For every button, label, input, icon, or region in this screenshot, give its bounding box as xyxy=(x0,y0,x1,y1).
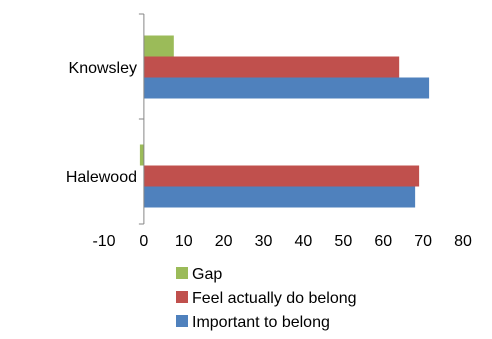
category-label-knowsley: Knowsley xyxy=(69,60,137,77)
bar-halewood-gap xyxy=(139,144,144,166)
x-tick-label: 10 xyxy=(175,233,193,250)
bar-knowsley-gap xyxy=(143,35,174,57)
legend-swatch-important-to-belong xyxy=(176,315,188,327)
legend-swatch-gap xyxy=(176,267,188,279)
x-tick-label: 80 xyxy=(454,233,472,250)
bar-knowsley-important-to-belong xyxy=(143,77,430,99)
legend-label-feel-actually-do-belong: Feel actually do belong xyxy=(192,290,357,307)
x-tick-label: 20 xyxy=(215,233,233,250)
legend: Gap Feel actually do belong Important to b… xyxy=(176,266,357,331)
category-label-halewood: Halewood xyxy=(66,169,137,186)
category-labels: Halewood Knowsley xyxy=(66,60,137,186)
x-tick-label: 40 xyxy=(295,233,313,250)
x-tick-label: 70 xyxy=(414,233,432,250)
axis-ticks-group xyxy=(138,13,144,225)
legend-label-important-to-belong: Important to belong xyxy=(192,314,330,331)
x-tick-label: 60 xyxy=(374,233,392,250)
x-tick-labels: -10 0 10 20 30 40 50 60 70 80 xyxy=(92,233,472,250)
x-tick-label: 30 xyxy=(255,233,273,250)
bars-group xyxy=(139,35,430,208)
x-tick-label: 0 xyxy=(139,233,148,250)
x-tick-label: 50 xyxy=(334,233,352,250)
legend-swatch-feel-actually-do-belong xyxy=(176,291,188,303)
bar-knowsley-feel-actually-do-belong xyxy=(143,56,400,78)
bar-halewood-feel-actually-do-belong xyxy=(143,165,420,187)
x-tick-label: -10 xyxy=(92,233,115,250)
bar-halewood-important-to-belong xyxy=(143,186,416,208)
legend-label-gap: Gap xyxy=(192,266,222,283)
